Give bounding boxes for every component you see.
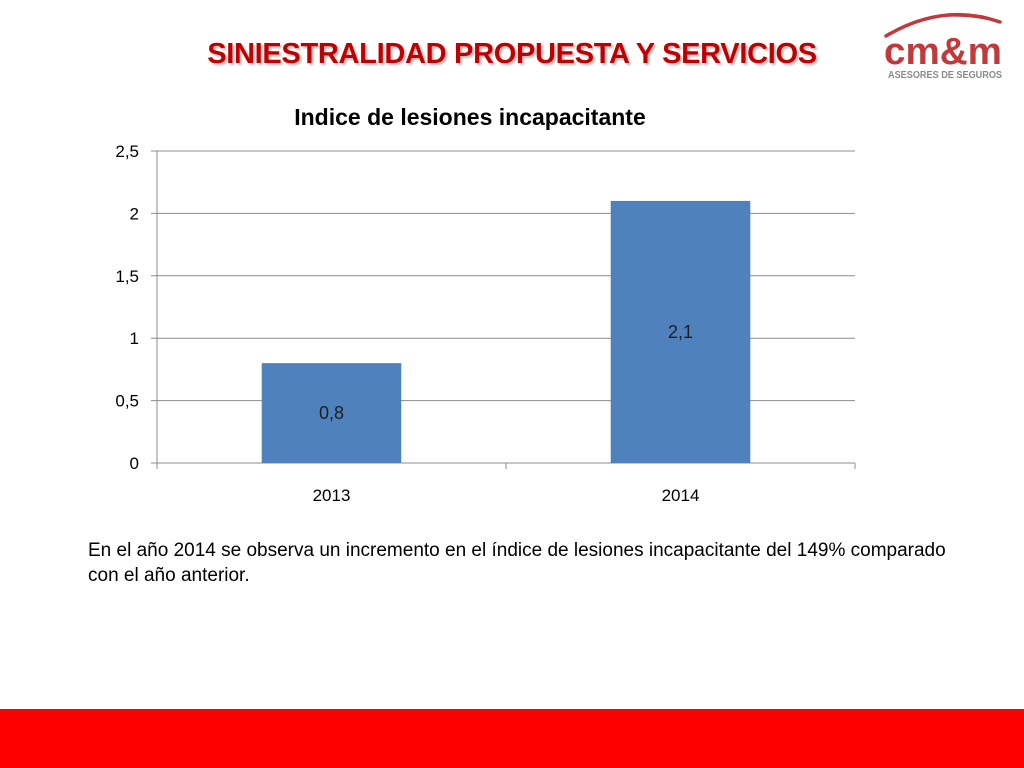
x-tick-label: 2013 (313, 486, 351, 505)
data-label-2013: 0,8 (319, 403, 344, 423)
logo-brand-text: cm&m (884, 31, 1002, 73)
axes: 0 0,5 1 1,5 2 2,5 2013 2014 (115, 142, 856, 505)
bars: 0,8 2,1 (261, 200, 751, 464)
y-tick-label: 0 (130, 454, 139, 473)
bar-chart: Indice de lesiones incapacitante 0,8 2,1 … (60, 95, 880, 515)
y-tick-label: 1,5 (115, 267, 139, 286)
y-tick-label: 0,5 (115, 392, 139, 411)
y-tick-label: 1 (130, 329, 139, 348)
y-tick-label: 2,5 (115, 142, 139, 161)
slide-title: SINIESTRALIDAD PROPUESTA Y SERVICIOS (207, 38, 817, 70)
y-tick-label: 2 (130, 204, 139, 223)
logo-tagline-text: ASESORES DE SEGUROS (888, 70, 1002, 81)
bar-2014 (610, 200, 751, 464)
company-logo: cm&m ASESORES DE SEGUROS (878, 6, 1008, 84)
x-tick-label: 2014 (662, 486, 700, 505)
chart-title: Indice de lesiones incapacitante (294, 104, 646, 130)
footer-band (0, 709, 1024, 768)
bar-2013 (261, 363, 402, 463)
data-label-2014: 2,1 (668, 322, 693, 342)
chart-caption: En el año 2014 se observa un incremento … (88, 540, 946, 586)
